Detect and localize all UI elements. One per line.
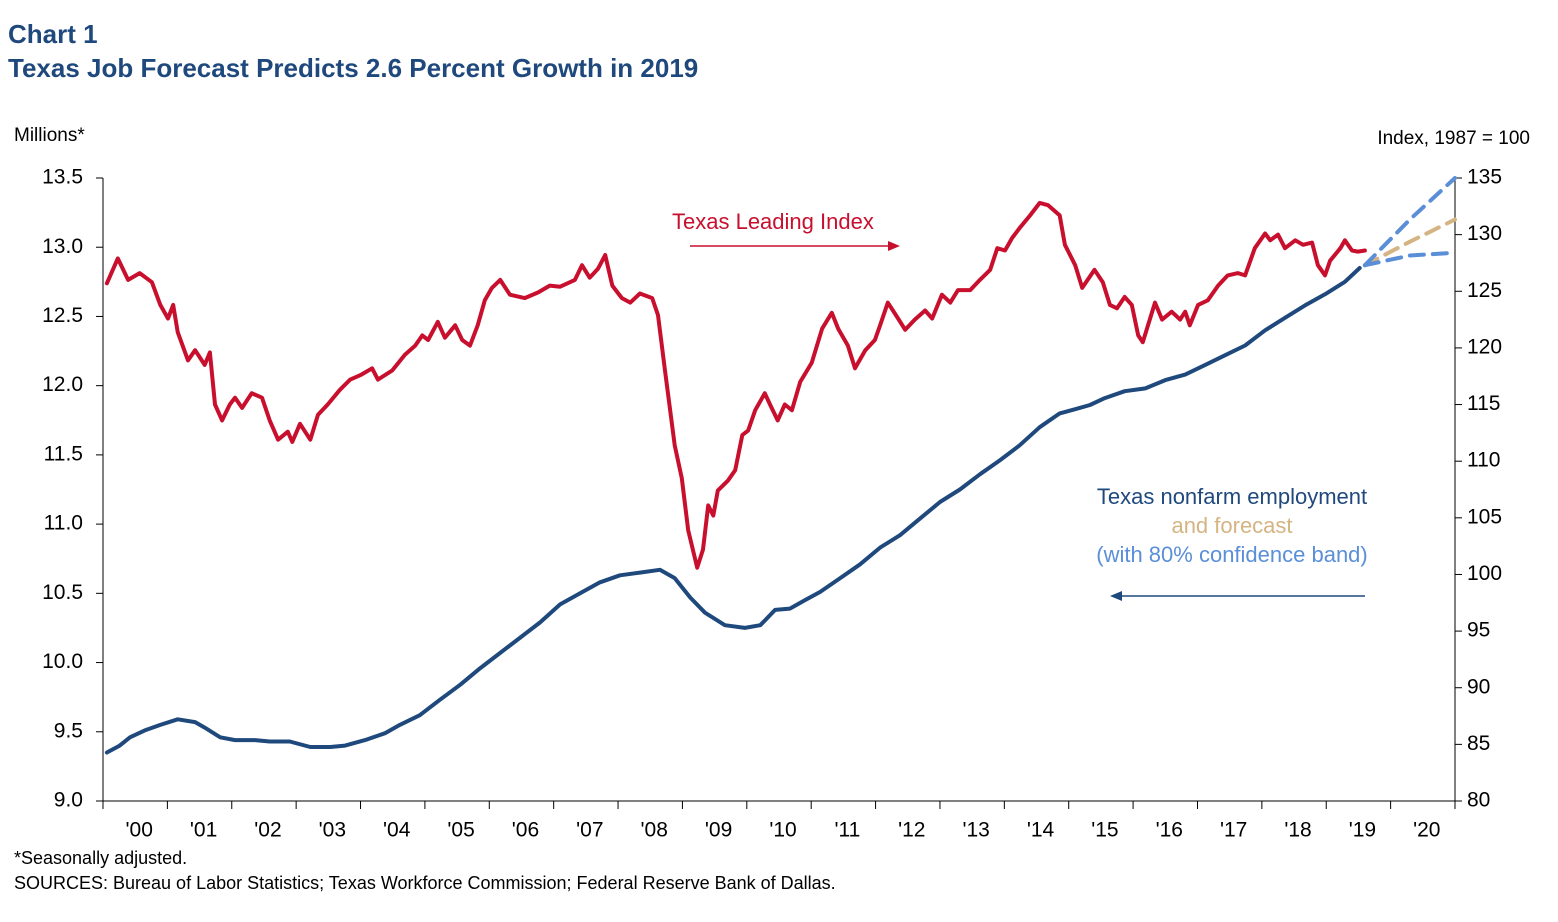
x-tick-label: '20 — [1413, 819, 1440, 842]
footnote: *Seasonally adjusted. — [14, 848, 187, 868]
x-tick-label: '12 — [898, 819, 925, 842]
x-tick-label: '06 — [512, 819, 539, 842]
x-tick-label: '07 — [576, 819, 603, 842]
y2-tick-label: 135 — [1467, 166, 1502, 189]
x-tick-label: '13 — [962, 819, 989, 842]
y2-axis-label: Index, 1987 = 100 — [1377, 128, 1530, 149]
y2-tick-label: 80 — [1467, 789, 1490, 812]
x-tick-label: '14 — [1027, 819, 1055, 842]
x-tick-label: '15 — [1091, 819, 1118, 842]
y-tick-label: 11.5 — [44, 442, 83, 465]
series-line — [104, 266, 1362, 755]
series-line — [1362, 217, 1457, 268]
annotation-band: (with 80% confidence band) — [1096, 542, 1368, 567]
x-tick-label: '08 — [641, 819, 668, 842]
x-tick-label: '05 — [447, 819, 474, 842]
x-tick-label: '03 — [319, 819, 346, 842]
x-tick-label: '09 — [705, 819, 732, 842]
chart-title: Chart 1 — [8, 19, 98, 49]
y-tick-label: 10.5 — [42, 581, 83, 604]
x-tick-label: '00 — [126, 819, 153, 842]
x-tick-label: '10 — [769, 819, 796, 842]
x-tick-label: '18 — [1284, 819, 1311, 842]
y2-tick-label: 95 — [1467, 619, 1490, 642]
x-tick-label: '02 — [254, 819, 281, 842]
y2-tick-label: 105 — [1467, 505, 1502, 528]
y2-tick-label: 100 — [1467, 562, 1502, 585]
y-tick-label: 13.0 — [42, 235, 83, 258]
x-tick-label: '04 — [383, 819, 411, 842]
y2-tick-label: 120 — [1467, 335, 1502, 358]
y-tick-label: 12.5 — [42, 304, 83, 327]
y-tick-label: 12.0 — [42, 373, 83, 396]
arrow-right — [690, 241, 900, 251]
chart-subtitle: Texas Job Forecast Predicts 2.6 Percent … — [8, 53, 698, 83]
annotation-employment: Texas nonfarm employment — [1097, 484, 1367, 509]
y-tick-label: 9.5 — [54, 719, 83, 742]
y2-tick-label: 130 — [1467, 222, 1502, 245]
source: SOURCES: Bureau of Labor Statistics; Tex… — [14, 873, 836, 893]
annotation-leading: Texas Leading Index — [672, 209, 874, 234]
x-tick-label: '01 — [190, 819, 217, 842]
y2-tick-label: 85 — [1467, 732, 1490, 755]
y-tick-label: 11.0 — [44, 512, 83, 535]
y-axis-label: Millions* — [14, 125, 85, 146]
y-tick-label: 9.0 — [54, 789, 83, 812]
y-tick-label: 10.0 — [42, 650, 83, 673]
band-lower — [1362, 250, 1457, 268]
x-tick-label: '16 — [1156, 819, 1183, 842]
x-tick-label: '11 — [834, 819, 860, 842]
y2-tick-label: 90 — [1467, 675, 1490, 698]
band-upper — [1362, 176, 1457, 268]
y-tick-label: 13.5 — [42, 166, 83, 189]
x-tick-label: '17 — [1220, 819, 1247, 842]
annotation-forecast: and forecast — [1171, 513, 1292, 538]
y2-tick-label: 125 — [1467, 279, 1502, 302]
y2-tick-label: 115 — [1467, 392, 1500, 415]
arrow-left — [1110, 591, 1365, 601]
x-tick-label: '19 — [1349, 819, 1376, 842]
series-line — [104, 200, 1367, 570]
y2-tick-label: 110 — [1467, 449, 1500, 472]
